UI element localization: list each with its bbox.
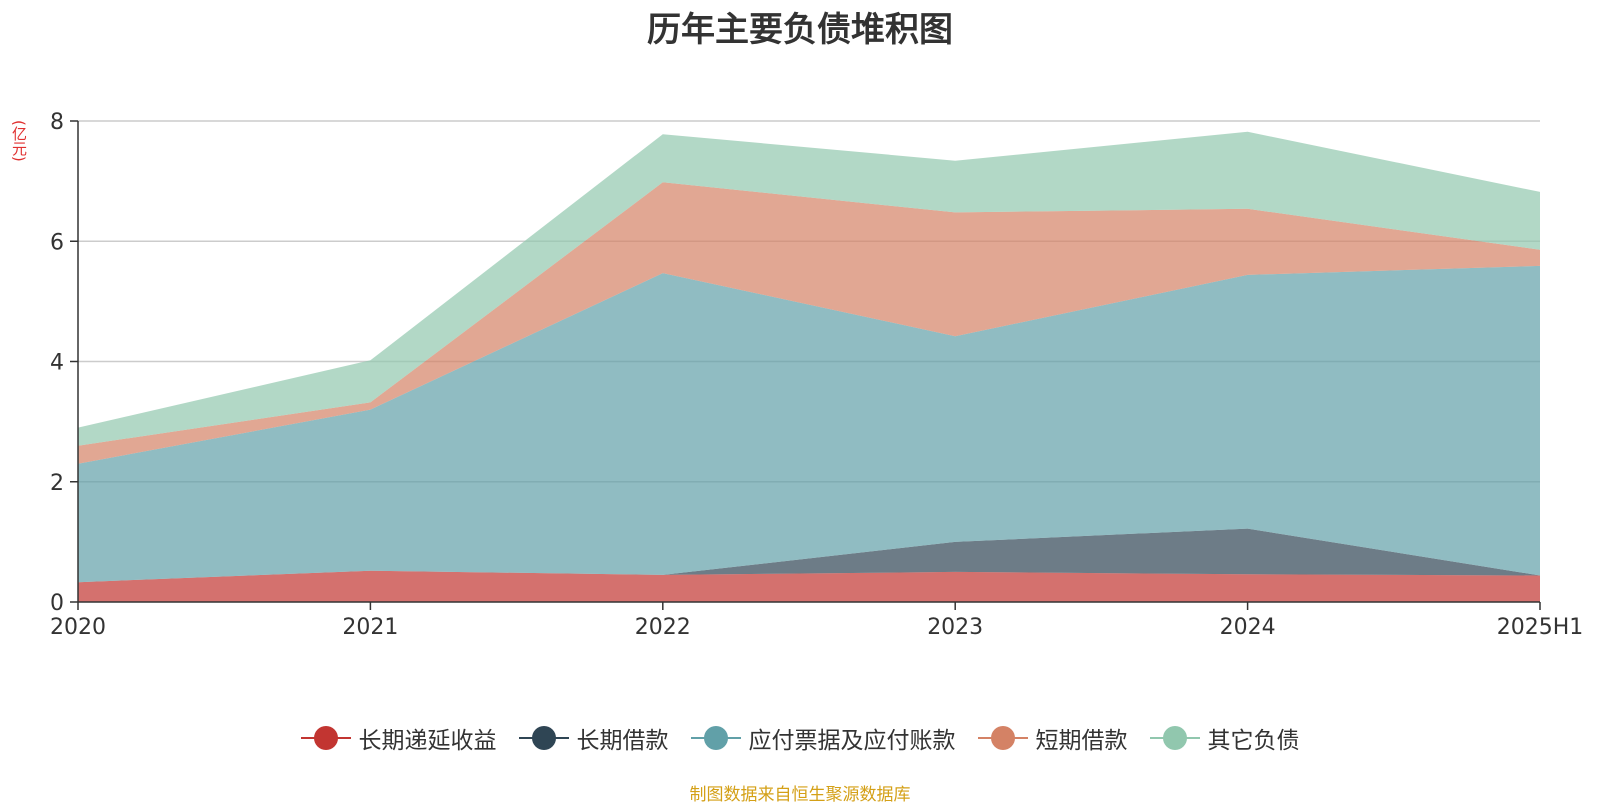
legend-item[interactable]: 长期递延收益 bbox=[300, 721, 497, 755]
legend-marker-icon bbox=[518, 726, 569, 750]
chart-title: 历年主要负债堆积图 bbox=[647, 10, 953, 50]
area-series bbox=[78, 265, 1540, 583]
x-tick-label: 2024 bbox=[1220, 615, 1276, 640]
legend-item[interactable]: 短期借款 bbox=[977, 721, 1128, 755]
y-tick-label: 2 bbox=[50, 471, 64, 496]
legend-item[interactable]: 长期借款 bbox=[518, 721, 669, 755]
area-series bbox=[78, 131, 1540, 446]
area-series bbox=[78, 528, 1540, 583]
legend-label: 短期借款 bbox=[1035, 728, 1128, 754]
area-series bbox=[78, 182, 1540, 464]
y-axis-unit-label: (亿元) bbox=[10, 120, 28, 162]
axes: 0 2 4 6 8 2020 2021 2022 2023 2024 2025H1 bbox=[50, 110, 1583, 640]
legend-item[interactable]: 应付票据及应付账款 bbox=[690, 721, 956, 755]
x-tick-label: 2022 bbox=[635, 615, 691, 640]
y-tick-label: 4 bbox=[50, 351, 64, 376]
legend: 长期递延收益 长期借款 应付票据及应付账款 短期借款 其它负债 bbox=[0, 720, 1600, 756]
area-series bbox=[78, 570, 1540, 602]
legend-label: 长期借款 bbox=[576, 728, 669, 754]
legend-label: 其它负债 bbox=[1207, 728, 1300, 754]
y-tick-label: 8 bbox=[50, 110, 64, 135]
y-tick-label: 0 bbox=[50, 591, 64, 616]
x-tick-label: 2025H1 bbox=[1497, 615, 1584, 640]
legend-marker-icon bbox=[977, 726, 1028, 750]
legend-marker-icon bbox=[690, 726, 741, 750]
legend-label: 长期递延收益 bbox=[358, 728, 497, 754]
y-tick-label: 6 bbox=[50, 230, 64, 255]
legend-item[interactable]: 其它负债 bbox=[1149, 721, 1300, 755]
stacked-areas bbox=[78, 131, 1540, 602]
legend-label: 应付票据及应付账款 bbox=[748, 728, 956, 754]
x-tick-label: 2023 bbox=[927, 615, 983, 640]
x-tick-label: 2021 bbox=[342, 615, 398, 640]
legend-marker-icon bbox=[1149, 726, 1200, 750]
source-note: 制图数据来自恒生聚源数据库 bbox=[689, 785, 911, 805]
legend-marker-icon bbox=[300, 726, 351, 750]
x-tick-label: 2020 bbox=[50, 615, 106, 640]
